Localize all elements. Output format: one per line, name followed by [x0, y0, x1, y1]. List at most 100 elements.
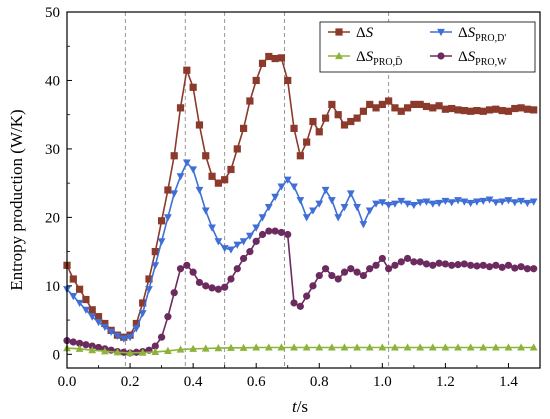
- legend-swatch-marker: [437, 52, 445, 60]
- legend-swatch-marker: [335, 51, 343, 60]
- legend-swatch-marker: [335, 28, 343, 36]
- data-point: [466, 199, 475, 208]
- data-point: [126, 348, 134, 357]
- data-point: [340, 204, 349, 212]
- legend-box: [319, 21, 536, 73]
- data-point: [340, 343, 349, 351]
- data-point: [113, 332, 122, 340]
- data-point: [201, 207, 210, 215]
- data-point: [466, 343, 475, 351]
- data-point: [529, 343, 538, 351]
- data-point: [365, 207, 374, 215]
- data-point: [271, 193, 280, 201]
- x-tick-label: 0.6: [247, 374, 266, 390]
- data-point: [504, 261, 513, 269]
- data-point: [517, 197, 525, 206]
- data-point: [139, 299, 147, 307]
- data-point: [441, 105, 449, 113]
- data-point: [88, 306, 96, 314]
- data-point: [523, 105, 531, 113]
- data-point: [264, 343, 273, 351]
- data-point: [511, 264, 519, 272]
- data-point: [416, 343, 425, 351]
- data-point: [88, 342, 96, 350]
- data-point: [302, 214, 311, 222]
- data-point: [479, 261, 487, 269]
- data-point: [264, 204, 273, 212]
- x-tick-label: 0.8: [310, 374, 329, 390]
- series-line: [66, 55, 534, 339]
- data-point: [252, 224, 261, 232]
- data-point: [164, 214, 172, 222]
- data-point: [353, 204, 362, 212]
- data-point: [416, 100, 424, 109]
- data-point: [327, 343, 336, 351]
- data-point: [485, 263, 494, 271]
- data-point: [347, 117, 355, 126]
- data-point: [246, 97, 254, 105]
- data-point: [246, 248, 254, 256]
- data-point: [183, 66, 191, 74]
- y-tick-label: 0: [53, 347, 61, 363]
- data-point: [107, 328, 116, 336]
- x-tick-label: 0.0: [58, 374, 77, 390]
- data-point: [498, 106, 506, 115]
- legend-item: ΔS: [328, 25, 374, 41]
- y-tick-label: 20: [45, 210, 60, 226]
- data-point: [271, 54, 279, 63]
- data-point: [359, 271, 368, 280]
- data-point: [214, 238, 223, 246]
- data-point: [403, 343, 412, 351]
- data-point: [138, 310, 147, 318]
- data-point: [157, 238, 166, 246]
- data-point: [239, 254, 248, 263]
- data-point: [504, 107, 513, 115]
- data-point: [372, 104, 380, 112]
- data-point: [233, 145, 241, 153]
- data-point: [233, 265, 241, 273]
- data-point: [529, 198, 538, 206]
- x-tick-label: 1.4: [499, 374, 518, 390]
- data-point: [378, 343, 387, 351]
- data-point: [454, 197, 462, 205]
- data-point: [170, 152, 178, 160]
- axis-ticks: 0.0 0.2 0.4 0.6 0.8 1.0 1.2 1.4 0 10 20 30 40 50: [45, 5, 541, 390]
- data-point: [290, 124, 298, 132]
- data-point: [277, 343, 286, 351]
- data-point: [441, 197, 450, 206]
- data-point: [334, 111, 342, 119]
- y-tick-label: 50: [45, 5, 60, 21]
- data-point: [378, 199, 387, 207]
- y-tick-label: 10: [45, 279, 60, 295]
- data-point: [403, 254, 412, 263]
- y-tick-label: 30: [45, 142, 60, 158]
- data-point: [69, 293, 78, 301]
- data-point: [239, 238, 248, 246]
- data-point: [378, 100, 386, 109]
- data-point: [347, 265, 355, 273]
- data-point: [498, 263, 506, 271]
- data-point: [227, 246, 235, 254]
- data-point: [409, 201, 418, 210]
- data-point: [429, 261, 437, 269]
- data-point: [416, 258, 424, 266]
- data-point: [283, 176, 292, 184]
- data-point: [473, 106, 481, 115]
- data-point: [252, 76, 260, 85]
- data-point: [158, 217, 166, 225]
- data-point: [321, 265, 330, 273]
- data-point: [353, 343, 362, 351]
- data-point: [271, 227, 279, 235]
- data-point: [302, 343, 311, 351]
- data-point: [321, 114, 330, 122]
- data-point: [510, 199, 519, 207]
- data-point: [460, 260, 468, 268]
- data-point: [145, 275, 153, 283]
- data-point: [410, 100, 418, 109]
- data-point: [435, 102, 443, 110]
- data-point: [170, 190, 179, 198]
- data-point: [284, 76, 292, 85]
- data-point: [353, 114, 361, 122]
- data-point: [391, 343, 399, 351]
